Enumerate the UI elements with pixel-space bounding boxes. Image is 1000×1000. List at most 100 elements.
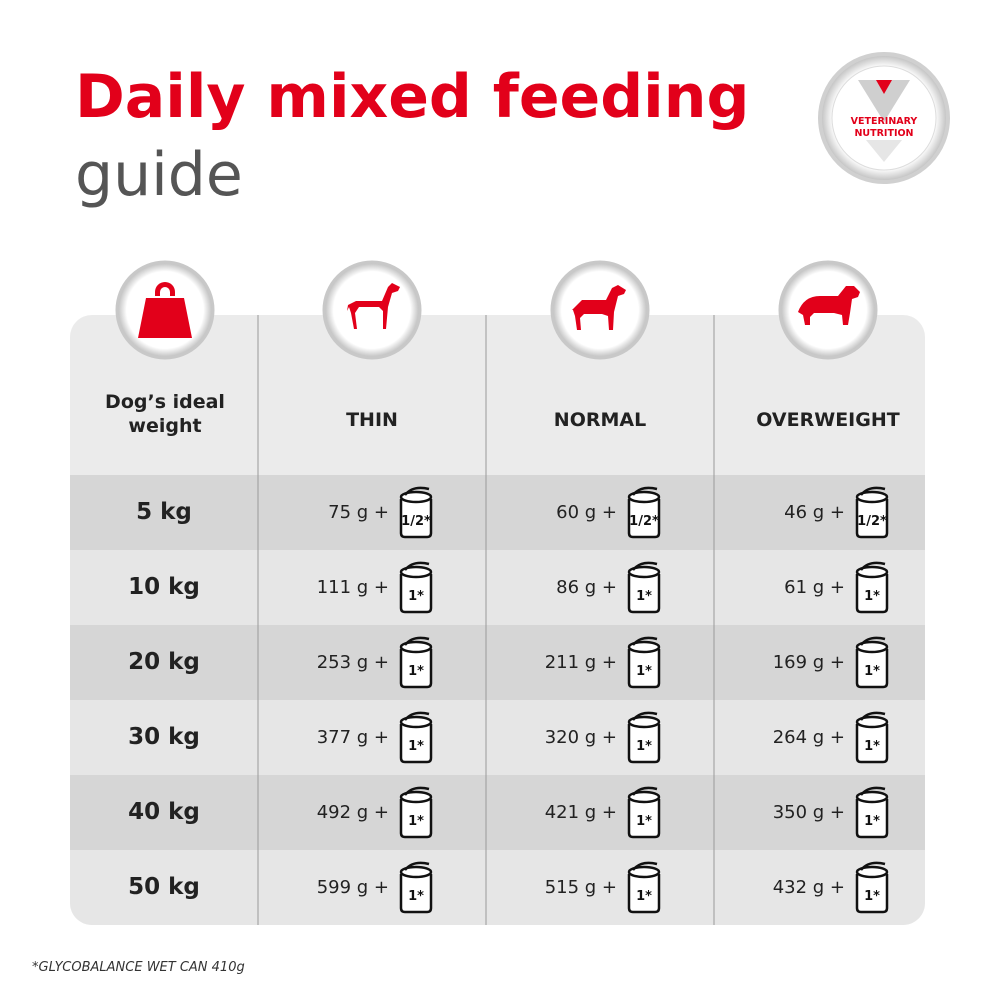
can-open-lid	[860, 786, 886, 796]
amount: 432 g +	[772, 877, 845, 898]
can-open-lid	[860, 861, 886, 871]
row-background	[70, 625, 925, 700]
can-body	[855, 499, 889, 539]
can-icon: 1*	[399, 711, 433, 764]
can-icon: 1*	[855, 636, 889, 689]
amount: 169 g +	[772, 652, 845, 673]
weight: 20 kg	[128, 649, 200, 675]
can-label: 1*	[864, 889, 880, 904]
amount: 492 g +	[316, 802, 389, 823]
can-lid	[399, 865, 433, 879]
can-body	[399, 574, 433, 614]
amount: 75 g +	[328, 502, 389, 523]
can-icon: 1*	[399, 786, 433, 839]
column-header: NORMAL	[553, 409, 647, 431]
can-body	[399, 649, 433, 689]
amount: 253 g +	[316, 652, 389, 673]
row-background	[70, 700, 925, 775]
can-label: 1*	[408, 889, 424, 904]
can-open-lid	[404, 861, 430, 871]
can-body	[855, 874, 889, 914]
can-icon: 1*	[855, 561, 889, 614]
amount: 60 g +	[556, 502, 617, 523]
badge-line: NUTRITION	[854, 128, 913, 139]
icon-dog-overweight	[778, 260, 878, 360]
row-background	[70, 850, 925, 925]
can-open-lid	[632, 711, 658, 721]
row-background	[70, 550, 925, 625]
can-open-lid	[632, 636, 658, 646]
can-open-lid	[404, 711, 430, 721]
can-open-lid	[404, 486, 430, 496]
can-icon: 1*	[399, 861, 433, 914]
title: Daily mixed feeding	[75, 62, 750, 132]
can-body	[627, 649, 661, 689]
can-icon: 1/2*	[855, 486, 889, 539]
icon-weight	[115, 260, 215, 360]
amount: 111 g +	[316, 577, 389, 598]
can-body	[627, 724, 661, 764]
row-background	[70, 475, 925, 550]
can-label: 1/2*	[629, 514, 659, 529]
can-icon: 1*	[855, 786, 889, 839]
can-label: 1*	[408, 664, 424, 679]
can-label: 1*	[636, 589, 652, 604]
can-icon: 1*	[627, 711, 661, 764]
can-open-lid	[404, 561, 430, 571]
can-lid	[627, 715, 661, 729]
can-icon: 1*	[627, 636, 661, 689]
can-lid	[855, 790, 889, 804]
can-label: 1*	[864, 589, 880, 604]
amount: 350 g +	[772, 802, 845, 823]
can-icon: 1*	[627, 861, 661, 914]
subtitle: guide	[75, 140, 243, 210]
can-label: 1*	[408, 814, 424, 829]
can-open-lid	[860, 561, 886, 571]
can-lid	[399, 490, 433, 504]
column-header: Dog’s ideal weight	[105, 391, 225, 437]
can-label: 1*	[864, 739, 880, 754]
badge: VETERINARY NUTRITION	[818, 52, 950, 184]
can-lid	[627, 640, 661, 654]
can-lid	[855, 640, 889, 654]
can-lid	[627, 490, 661, 504]
can-open-lid	[632, 786, 658, 796]
can-label: 1/2*	[401, 514, 431, 529]
amount: 599 g +	[316, 877, 389, 898]
can-label: 1*	[408, 589, 424, 604]
weight: 40 kg	[128, 799, 200, 825]
can-icon: 1*	[627, 561, 661, 614]
can-open-lid	[860, 486, 886, 496]
can-label: 1*	[636, 889, 652, 904]
can-lid	[627, 865, 661, 879]
weight: 5 kg	[136, 499, 192, 525]
can-lid	[855, 565, 889, 579]
can-body	[855, 799, 889, 839]
can-open-lid	[632, 486, 658, 496]
can-body	[855, 724, 889, 764]
can-lid	[855, 865, 889, 879]
weight: 10 kg	[128, 574, 200, 600]
can-icon: 1*	[855, 711, 889, 764]
can-body	[627, 499, 661, 539]
column-header: THIN	[346, 409, 398, 431]
amount: 86 g +	[556, 577, 617, 598]
can-open-lid	[404, 786, 430, 796]
can-label: 1/2*	[857, 514, 887, 529]
badge-line: VETERINARY	[851, 116, 918, 127]
can-icon: 1/2*	[627, 486, 661, 539]
can-label: 1*	[864, 814, 880, 829]
amount: 61 g +	[784, 577, 845, 598]
can-open-lid	[860, 711, 886, 721]
icon-dog-normal	[550, 260, 650, 360]
amount: 421 g +	[544, 802, 617, 823]
amount: 320 g +	[544, 727, 617, 748]
can-label: 1*	[636, 814, 652, 829]
can-icon: 1*	[399, 636, 433, 689]
can-body	[399, 499, 433, 539]
table-panel	[70, 315, 925, 925]
weight: 30 kg	[128, 724, 200, 750]
amount: 377 g +	[316, 727, 389, 748]
